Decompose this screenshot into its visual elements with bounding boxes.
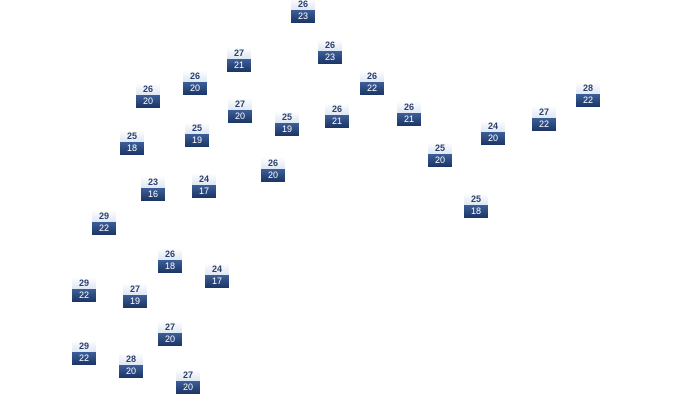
weather-marker: 26 23	[291, 0, 315, 23]
weather-marker: 26 21	[325, 103, 349, 128]
high-temp: 24	[481, 120, 505, 132]
low-temp: 18	[158, 260, 182, 273]
high-temp: 27	[123, 283, 147, 295]
low-temp: 16	[141, 188, 165, 201]
low-temp: 19	[275, 123, 299, 136]
low-temp: 22	[532, 118, 556, 131]
high-temp: 24	[205, 263, 229, 275]
weather-marker: 23 16	[141, 176, 165, 201]
low-temp: 22	[72, 352, 96, 365]
weather-marker: 29 22	[92, 210, 116, 235]
low-temp: 20	[136, 95, 160, 108]
low-temp: 20	[261, 169, 285, 182]
weather-marker: 24 17	[192, 173, 216, 198]
weather-marker: 26 22	[360, 70, 384, 95]
high-temp: 25	[185, 122, 209, 134]
high-temp: 24	[192, 173, 216, 185]
low-temp: 17	[192, 185, 216, 198]
weather-marker: 27 20	[176, 369, 200, 394]
high-temp: 28	[576, 82, 600, 94]
low-temp: 18	[464, 205, 488, 218]
high-temp: 23	[141, 176, 165, 188]
low-temp: 20	[119, 365, 143, 378]
high-temp: 27	[158, 321, 182, 333]
high-temp: 27	[532, 106, 556, 118]
weather-marker: 26 20	[261, 157, 285, 182]
low-temp: 21	[325, 115, 349, 128]
low-temp: 22	[360, 82, 384, 95]
high-temp: 27	[176, 369, 200, 381]
high-temp: 27	[227, 47, 251, 59]
low-temp: 23	[318, 51, 342, 64]
high-temp: 26	[325, 103, 349, 115]
high-temp: 27	[228, 98, 252, 110]
high-temp: 25	[120, 130, 144, 142]
low-temp: 20	[176, 381, 200, 394]
weather-marker: 29 22	[72, 277, 96, 302]
low-temp: 22	[72, 289, 96, 302]
high-temp: 26	[397, 101, 421, 113]
low-temp: 17	[205, 275, 229, 288]
high-temp: 25	[275, 111, 299, 123]
high-temp: 29	[72, 340, 96, 352]
weather-marker: 27 21	[227, 47, 251, 72]
high-temp: 26	[318, 39, 342, 51]
high-temp: 26	[136, 83, 160, 95]
weather-marker: 28 20	[119, 353, 143, 378]
weather-marker: 25 19	[185, 122, 209, 147]
high-temp: 25	[464, 193, 488, 205]
high-temp: 28	[119, 353, 143, 365]
weather-marker: 26 20	[183, 70, 207, 95]
low-temp: 23	[291, 10, 315, 23]
weather-marker: 25 18	[120, 130, 144, 155]
low-temp: 21	[227, 59, 251, 72]
low-temp: 20	[228, 110, 252, 123]
weather-marker: 25 20	[428, 142, 452, 167]
high-temp: 26	[158, 248, 182, 260]
high-temp: 26	[261, 157, 285, 169]
low-temp: 22	[92, 222, 116, 235]
high-temp: 29	[72, 277, 96, 289]
high-temp: 26	[360, 70, 384, 82]
low-temp: 20	[428, 154, 452, 167]
weather-marker: 26 20	[136, 83, 160, 108]
high-temp: 29	[92, 210, 116, 222]
high-temp: 26	[183, 70, 207, 82]
weather-marker: 28 22	[576, 82, 600, 107]
low-temp: 20	[481, 132, 505, 145]
weather-marker: 25 18	[464, 193, 488, 218]
weather-marker: 27 19	[123, 283, 147, 308]
weather-marker: 24 20	[481, 120, 505, 145]
weather-marker: 29 22	[72, 340, 96, 365]
low-temp: 19	[123, 295, 147, 308]
high-temp: 25	[428, 142, 452, 154]
low-temp: 20	[183, 82, 207, 95]
weather-marker: 26 23	[318, 39, 342, 64]
low-temp: 19	[185, 134, 209, 147]
weather-marker: 27 20	[158, 321, 182, 346]
weather-marker: 27 20	[228, 98, 252, 123]
weather-marker: 26 18	[158, 248, 182, 273]
weather-marker: 25 19	[275, 111, 299, 136]
low-temp: 22	[576, 94, 600, 107]
low-temp: 18	[120, 142, 144, 155]
weather-marker: 24 17	[205, 263, 229, 288]
low-temp: 21	[397, 113, 421, 126]
weather-marker: 27 22	[532, 106, 556, 131]
weather-marker: 26 21	[397, 101, 421, 126]
low-temp: 20	[158, 333, 182, 346]
high-temp: 26	[291, 0, 315, 10]
